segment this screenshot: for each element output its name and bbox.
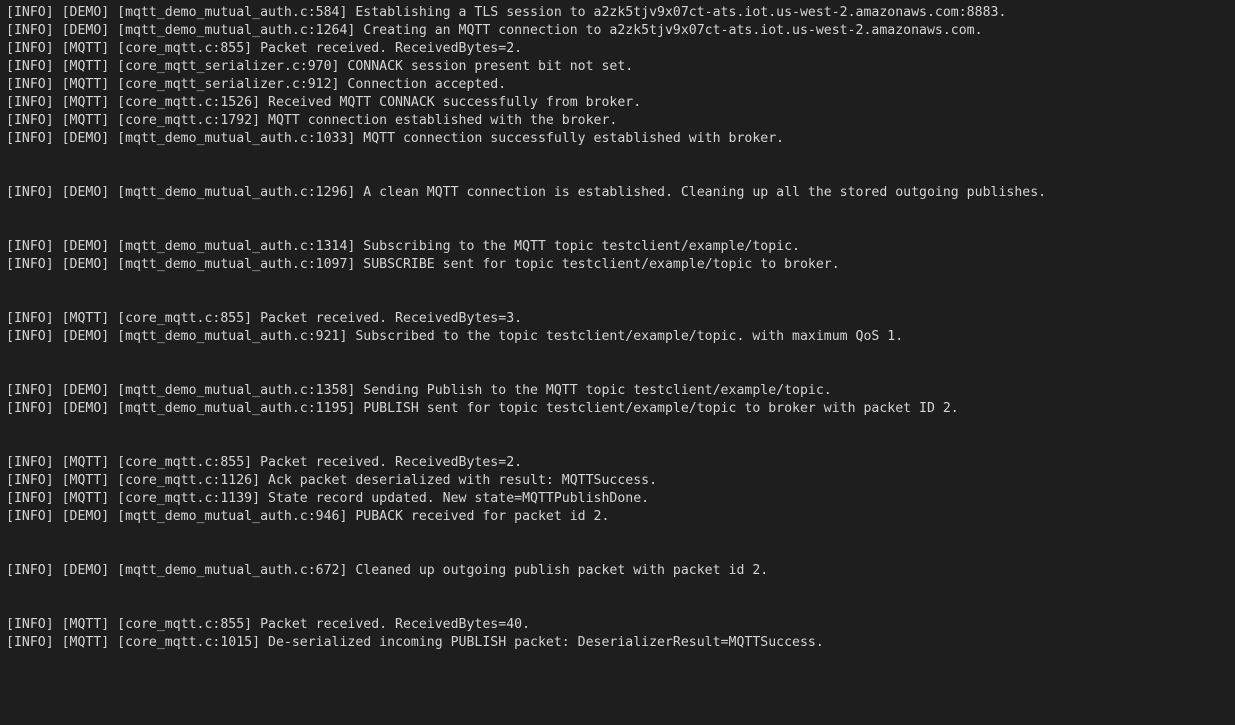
- blank-line: [6, 364, 1229, 382]
- log-line: [INFO] [DEMO] [mqtt_demo_mutual_auth.c:1…: [6, 184, 1229, 202]
- blank-line: [6, 544, 1229, 562]
- log-line: [INFO] [MQTT] [core_mqtt.c:1126] Ack pac…: [6, 472, 1229, 490]
- blank-line: [6, 274, 1229, 292]
- blank-line: [6, 418, 1229, 436]
- log-line: [INFO] [MQTT] [core_mqtt_serializer.c:91…: [6, 76, 1229, 94]
- blank-line: [6, 292, 1229, 310]
- log-line: [INFO] [MQTT] [core_mqtt.c:1526] Receive…: [6, 94, 1229, 112]
- blank-line: [6, 598, 1229, 616]
- log-line: [INFO] [MQTT] [core_mqtt.c:855] Packet r…: [6, 454, 1229, 472]
- log-line: [INFO] [DEMO] [mqtt_demo_mutual_auth.c:9…: [6, 508, 1229, 526]
- log-line: [INFO] [MQTT] [core_mqtt_serializer.c:97…: [6, 58, 1229, 76]
- log-line: [INFO] [DEMO] [mqtt_demo_mutual_auth.c:1…: [6, 22, 1229, 40]
- log-line: [INFO] [DEMO] [mqtt_demo_mutual_auth.c:1…: [6, 130, 1229, 148]
- blank-line: [6, 346, 1229, 364]
- log-line: [INFO] [DEMO] [mqtt_demo_mutual_auth.c:1…: [6, 238, 1229, 256]
- log-line: [INFO] [DEMO] [mqtt_demo_mutual_auth.c:1…: [6, 400, 1229, 418]
- log-line: [INFO] [MQTT] [core_mqtt.c:855] Packet r…: [6, 310, 1229, 328]
- log-line: [INFO] [DEMO] [mqtt_demo_mutual_auth.c:5…: [6, 4, 1229, 22]
- blank-line: [6, 148, 1229, 166]
- log-line: [INFO] [DEMO] [mqtt_demo_mutual_auth.c:1…: [6, 256, 1229, 274]
- blank-line: [6, 220, 1229, 238]
- log-line: [INFO] [MQTT] [core_mqtt.c:855] Packet r…: [6, 616, 1229, 634]
- log-line: [INFO] [MQTT] [core_mqtt.c:1792] MQTT co…: [6, 112, 1229, 130]
- log-line: [INFO] [MQTT] [core_mqtt.c:1015] De-seri…: [6, 634, 1229, 652]
- log-line: [INFO] [DEMO] [mqtt_demo_mutual_auth.c:1…: [6, 382, 1229, 400]
- blank-line: [6, 580, 1229, 598]
- blank-line: [6, 436, 1229, 454]
- blank-line: [6, 166, 1229, 184]
- terminal-output: [INFO] [DEMO] [mqtt_demo_mutual_auth.c:5…: [0, 0, 1235, 725]
- log-line: [INFO] [DEMO] [mqtt_demo_mutual_auth.c:9…: [6, 328, 1229, 346]
- log-line: [INFO] [DEMO] [mqtt_demo_mutual_auth.c:6…: [6, 562, 1229, 580]
- blank-line: [6, 526, 1229, 544]
- log-line: [INFO] [MQTT] [core_mqtt.c:855] Packet r…: [6, 40, 1229, 58]
- log-line: [INFO] [MQTT] [core_mqtt.c:1139] State r…: [6, 490, 1229, 508]
- blank-line: [6, 202, 1229, 220]
